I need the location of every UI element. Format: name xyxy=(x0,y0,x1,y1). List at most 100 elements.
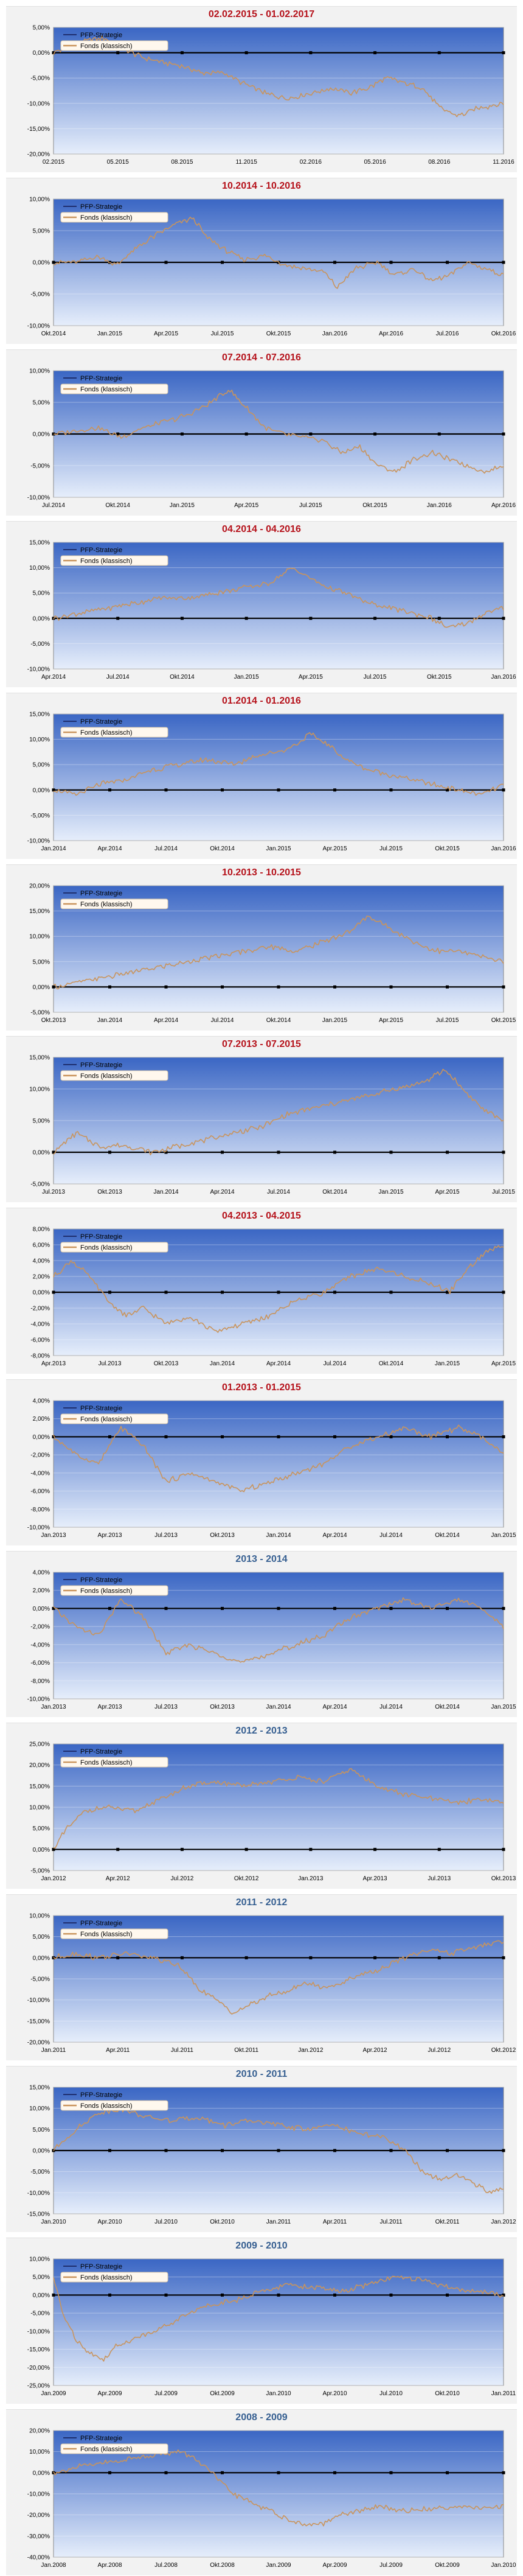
x-tick-label: 05.2016 xyxy=(364,159,386,166)
x-tick-label: Okt.2014 xyxy=(379,1360,404,1367)
legend-label-fund: Fonds (klassisch) xyxy=(80,1587,133,1595)
x-tick-label: Jul.2013 xyxy=(154,1532,178,1539)
x-tick-label: Apr.2013 xyxy=(97,1532,122,1539)
legend-highlight xyxy=(60,1585,168,1596)
legend-label-strategy: PFP-Strategie xyxy=(80,1062,122,1069)
x-tick-label: Okt.2014 xyxy=(170,674,195,681)
x-tick-label: Jan.2015 xyxy=(378,1189,404,1195)
zero-line-marker xyxy=(244,1956,248,1959)
line-chart: 20,00%15,00%10,00%5,00%0,00%-5,00%Okt.20… xyxy=(29,883,516,1024)
zero-line-marker xyxy=(309,432,313,436)
y-tick-label: 5,00% xyxy=(33,400,50,407)
zero-line-marker xyxy=(164,1606,168,1610)
x-tick-label: Jan.2010 xyxy=(41,2219,66,2225)
zero-line-marker xyxy=(437,51,441,55)
y-tick-label: -15,00% xyxy=(27,126,50,133)
x-tick-label: Apr.2014 xyxy=(322,1532,347,1539)
y-tick-label: -8,00% xyxy=(30,1678,50,1685)
chart-title: 2012 - 2013 xyxy=(235,1726,288,1736)
zero-line-marker xyxy=(164,985,168,989)
y-tick-label: 10,00% xyxy=(29,565,50,572)
zero-line-marker xyxy=(277,1290,280,1294)
y-tick-label: -10,00% xyxy=(27,323,50,330)
x-tick-label: Apr.2014 xyxy=(154,1017,178,1024)
zero-line-marker xyxy=(502,1290,505,1294)
x-tick-label: Apr.2015 xyxy=(379,1017,403,1024)
legend-highlight xyxy=(60,383,168,394)
legend-highlight xyxy=(60,1070,168,1081)
zero-line-marker xyxy=(333,2471,336,2474)
zero-line-marker xyxy=(221,1150,224,1154)
y-tick-label: -4,00% xyxy=(30,1321,50,1328)
y-tick-label: 20,00% xyxy=(29,883,50,890)
x-tick-label: Okt.2014 xyxy=(210,845,235,852)
zero-line-marker xyxy=(52,1847,55,1851)
y-tick-label: -10,00% xyxy=(27,2491,50,2498)
y-tick-label: -10,00% xyxy=(27,1696,50,1703)
zero-line-marker xyxy=(502,788,505,792)
x-tick-label: Jan.2015 xyxy=(266,845,291,852)
chart-panel: 10.2013 - 10.2015 20,00% 15,00% 10,00% 5,00%… xyxy=(6,864,517,1031)
y-tick-label: 20,00% xyxy=(29,1762,50,1769)
zero-line-marker xyxy=(221,1290,224,1294)
y-tick-label: 15,00% xyxy=(29,1783,50,1790)
x-tick-label: Apr.2014 xyxy=(97,845,122,852)
x-tick-label: 05.2015 xyxy=(107,159,130,166)
y-tick-label: -15,00% xyxy=(27,2018,50,2025)
zero-line-marker xyxy=(333,788,336,792)
y-tick-label: -15,00% xyxy=(27,2211,50,2218)
zero-line-marker xyxy=(116,1956,120,1959)
fund-series-line xyxy=(53,1424,504,1493)
y-tick-label: 2,00% xyxy=(33,1416,50,1423)
x-tick-label: Apr.2015 xyxy=(435,1189,459,1195)
y-tick-label: 2,00% xyxy=(33,1587,50,1594)
x-tick-label: Jul.2013 xyxy=(154,1704,178,1710)
zero-line-marker xyxy=(164,1435,168,1438)
zero-line-marker xyxy=(244,432,248,436)
line-chart: 5,00%0,00%-5,00%-10,00%-15,00%-20,00%02.… xyxy=(27,25,514,166)
x-tick-label: Okt.2008 xyxy=(210,2562,235,2569)
x-tick-label: Jul.2014 xyxy=(324,1360,347,1367)
zero-line-marker xyxy=(108,1150,111,1154)
legend-label-fund: Fonds (klassisch) xyxy=(80,1931,133,1938)
line-chart: 10,00% 5,00% 0,00% -5,00% -10,00%Okt.2014 Jan… xyxy=(27,197,516,338)
x-tick-label: Apr.2013 xyxy=(41,1360,66,1367)
zero-line-marker xyxy=(502,2471,505,2474)
legend-highlight xyxy=(60,40,168,51)
x-tick-label: 08.2016 xyxy=(428,159,451,166)
x-tick-label: Jan.2013 xyxy=(41,1532,66,1539)
x-tick-label: 08.2015 xyxy=(171,159,193,166)
legend-label-fund: Fonds (klassisch) xyxy=(80,2274,133,2281)
zero-line-marker xyxy=(309,1956,313,1959)
legend-label-strategy: PFP-Strategie xyxy=(80,203,122,211)
y-tick-label: 10,00% xyxy=(29,2256,50,2263)
x-tick-label: Apr.2010 xyxy=(322,2390,347,2397)
fund-series-line xyxy=(53,915,504,990)
x-tick-label: Okt.2016 xyxy=(491,331,516,337)
chart-panel: 2010 - 2011 15,00% 10,00% 5,00% 0,00% -5,00% -… xyxy=(6,2066,517,2232)
y-tick-label: 10,00% xyxy=(29,2449,50,2455)
legend-label-strategy: PFP-Strategie xyxy=(80,547,122,554)
x-tick-label: Okt.2013 xyxy=(491,1875,516,1882)
x-tick-label: Jan.2014 xyxy=(266,1532,291,1539)
chart-title: 07.2013 - 07.2015 xyxy=(222,1039,301,1049)
x-tick-label: Jul.2009 xyxy=(379,2562,403,2569)
y-tick-label: -20,00% xyxy=(27,152,50,158)
x-tick-label: Okt.2014 xyxy=(105,502,130,509)
zero-line-marker xyxy=(277,2471,280,2474)
y-tick-label: 5,00% xyxy=(33,2127,50,2133)
chart-panel: 02.02.2015 - 01.02.2017 5,00% 0,00% -5,00% -… xyxy=(6,6,517,172)
zero-line-marker xyxy=(373,617,377,620)
x-tick-label: Apr.2015 xyxy=(322,845,347,852)
zero-line-marker xyxy=(164,788,168,792)
zero-line-marker xyxy=(180,617,184,620)
x-tick-label: Apr.2016 xyxy=(491,502,516,509)
x-tick-label: Jan.2016 xyxy=(322,331,348,337)
zero-line-marker xyxy=(52,2293,55,2297)
y-tick-label: -8,00% xyxy=(30,1353,50,1360)
legend-label-strategy: PFP-Strategie xyxy=(80,375,122,382)
zero-line-marker xyxy=(502,1956,505,1959)
x-tick-label: Apr.2014 xyxy=(210,1189,234,1195)
legend-label-strategy: PFP-Strategie xyxy=(80,1920,122,1927)
y-tick-label: 4,00% xyxy=(33,1570,50,1577)
